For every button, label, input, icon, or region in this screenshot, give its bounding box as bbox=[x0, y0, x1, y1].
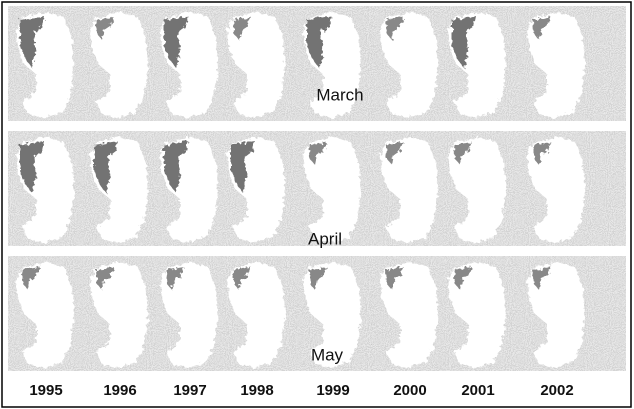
year-label: 1995 bbox=[29, 382, 62, 399]
year-label: 2001 bbox=[461, 382, 494, 399]
year-label: 1999 bbox=[316, 382, 349, 399]
month-label: May bbox=[311, 345, 344, 364]
year-label: 1997 bbox=[173, 382, 206, 399]
page: {"rows": ["March", "April", "May"], "yea… bbox=[0, 0, 634, 409]
year-label: 1996 bbox=[103, 382, 136, 399]
month-label: March bbox=[316, 85, 363, 104]
figure: March April May 1995 1996 1997 1998 1999 2000 200… bbox=[0, 0, 634, 409]
year-label: 2000 bbox=[393, 382, 426, 399]
year-label: 2002 bbox=[540, 382, 573, 399]
year-label: 1998 bbox=[240, 382, 273, 399]
panels bbox=[8, 6, 626, 371]
month-label: April bbox=[308, 229, 342, 248]
